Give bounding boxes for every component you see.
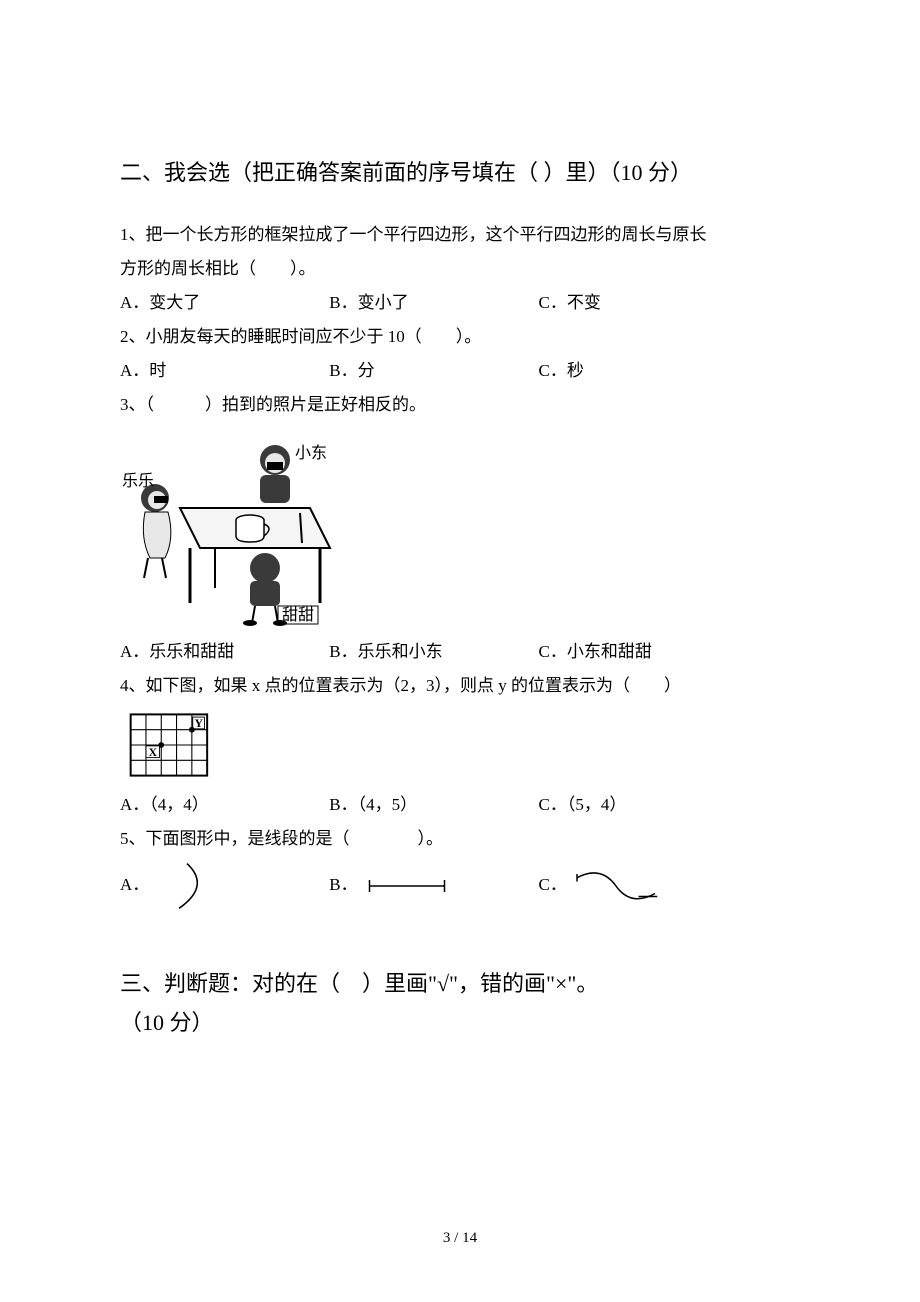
q5-text: 5、下面图形中，是线段的是（ ）。 (120, 822, 800, 856)
q4-grid: XY (120, 709, 800, 786)
section3-title-l1: 三、判断题：对的在（ ）里画"√"，错的画"×"。 (120, 966, 800, 1001)
q3-opt-a: A．乐乐和甜甜 (120, 635, 325, 669)
q2-opt-b: B．分 (329, 354, 534, 388)
label-tian: 甜甜 (282, 606, 314, 624)
q5-opt-b-label: B． (329, 875, 357, 894)
grid-icon: XY (120, 709, 225, 781)
q5-opt-c: C． (539, 862, 662, 910)
q2-opt-a: A．时 (120, 354, 325, 388)
svg-text:X: X (149, 746, 158, 759)
label-dong: 小东 (295, 444, 327, 462)
q4-options: A．（4，4） B．（4，5） C．（5，4） (120, 788, 800, 822)
section3-title-l2: （10 分） (120, 1005, 800, 1040)
label-lele: 乐乐 (122, 472, 154, 490)
segment-icon (362, 862, 452, 910)
svg-text:Y: Y (195, 717, 204, 730)
q5-opt-a: A． (120, 862, 325, 910)
arc-icon (154, 862, 244, 910)
section3: 三、判断题：对的在（ ）里画"√"，错的画"×"。 （10 分） (120, 966, 800, 1040)
q1-text-line2: 方形的周长相比（ ）。 (120, 252, 800, 286)
q4-opt-c: C．（5，4） (539, 788, 627, 822)
page-footer: 3 / 14 (0, 1230, 920, 1247)
q1-options: A．变大了 B．变小了 C．不变 (120, 286, 800, 320)
q2-options: A．时 B．分 C．秒 (120, 354, 800, 388)
curve-icon (571, 862, 661, 910)
q1-opt-a: A．变大了 (120, 286, 325, 320)
q3-options: A．乐乐和甜甜 B．乐乐和小东 C．小东和甜甜 (120, 635, 800, 669)
q5-opt-a-label: A． (120, 875, 149, 894)
q4-text: 4、如下图，如果 x 点的位置表示为（2，3），则点 y 的位置表示为（ ） (120, 669, 800, 703)
q3-opt-c: C．小东和甜甜 (539, 635, 652, 669)
q4-opt-a: A．（4，4） (120, 788, 325, 822)
q2-opt-c: C．秒 (539, 354, 584, 388)
q4-opt-b: B．（4，5） (329, 788, 534, 822)
q3-scene: 小东 乐乐 甜甜 (120, 428, 800, 633)
q5-opt-b: B． (329, 862, 534, 910)
q3-opt-b: B．乐乐和小东 (329, 635, 534, 669)
q1-text-line1: 1、把一个长方形的框架拉成了一个平行四边形，这个平行四边形的周长与原长 (120, 218, 800, 252)
q5-options: A． B． C． (120, 862, 800, 910)
q1-opt-c: C．不变 (539, 286, 601, 320)
q1-opt-b: B．变小了 (329, 286, 534, 320)
q5-opt-c-label: C． (539, 875, 567, 894)
q3-text: 3、（ ）拍到的照片是正好相反的。 (120, 388, 800, 422)
scene-illustration-icon: 小东 乐乐 甜甜 (120, 428, 370, 628)
q2-text: 2、小朋友每天的睡眠时间应不少于 10（ ）。 (120, 320, 800, 354)
exam-page: 二、我会选（把正确答案前面的序号填在（ ）里）（10 分） 1、把一个长方形的框… (0, 0, 920, 1302)
section2-title: 二、我会选（把正确答案前面的序号填在（ ）里）（10 分） (120, 155, 800, 190)
